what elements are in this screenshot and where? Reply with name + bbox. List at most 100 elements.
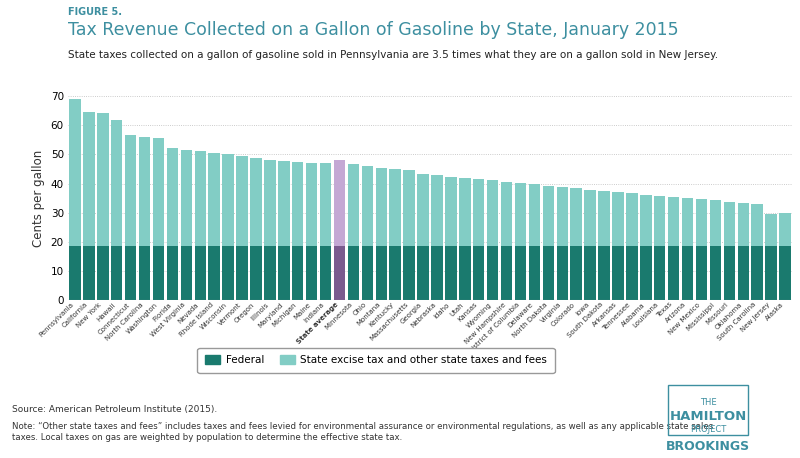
Bar <box>209 246 220 300</box>
Bar <box>125 136 136 246</box>
Bar <box>654 246 666 300</box>
Bar <box>83 246 94 300</box>
Bar <box>209 153 220 246</box>
Bar <box>390 246 401 300</box>
Bar <box>598 191 610 246</box>
Bar <box>682 198 694 246</box>
Bar <box>445 246 457 300</box>
Bar <box>542 185 554 246</box>
Bar <box>431 175 442 246</box>
Bar <box>348 246 359 300</box>
Bar <box>557 187 568 246</box>
Bar <box>292 162 303 246</box>
Bar <box>70 246 81 300</box>
Bar <box>70 99 81 246</box>
Bar <box>320 246 331 300</box>
Bar <box>181 150 192 246</box>
Bar <box>403 246 415 300</box>
Bar <box>501 182 512 246</box>
Bar <box>153 137 164 246</box>
Bar <box>751 204 763 246</box>
Bar <box>612 246 624 300</box>
Text: Note: “Other state taxes and fees” includes taxes and fees levied for environmen: Note: “Other state taxes and fees” inclu… <box>12 422 714 442</box>
Bar <box>585 190 596 246</box>
Bar <box>334 246 346 300</box>
Bar <box>626 246 638 300</box>
Bar <box>612 192 624 246</box>
Bar <box>668 246 679 300</box>
Bar <box>222 154 234 246</box>
Bar <box>194 246 206 300</box>
Bar <box>306 246 318 300</box>
Bar <box>570 188 582 246</box>
Bar <box>403 169 415 246</box>
Bar <box>111 246 122 300</box>
Bar <box>264 246 275 300</box>
Y-axis label: Cents per gallon: Cents per gallon <box>32 149 45 247</box>
Bar <box>292 246 303 300</box>
Bar <box>194 151 206 246</box>
Bar <box>375 246 387 300</box>
Bar <box>598 246 610 300</box>
Bar <box>459 178 470 246</box>
Bar <box>348 164 359 246</box>
Bar <box>83 112 94 246</box>
Bar <box>473 179 485 246</box>
Bar <box>236 246 248 300</box>
Bar <box>320 164 331 246</box>
Bar <box>418 174 429 246</box>
Bar <box>766 246 777 300</box>
Bar <box>668 196 679 246</box>
Bar <box>445 177 457 246</box>
Bar <box>250 246 262 300</box>
Bar <box>181 246 192 300</box>
Bar <box>654 196 666 246</box>
Bar <box>487 180 498 246</box>
Bar <box>459 246 470 300</box>
Bar <box>585 246 596 300</box>
Bar <box>278 246 290 300</box>
Bar <box>97 246 109 300</box>
Bar <box>97 114 109 246</box>
Bar <box>696 246 707 300</box>
Bar <box>139 246 150 300</box>
Bar <box>153 246 164 300</box>
Bar <box>626 193 638 246</box>
Bar <box>111 120 122 246</box>
Bar <box>724 202 735 246</box>
Bar <box>375 168 387 246</box>
Text: PROJECT: PROJECT <box>690 425 726 434</box>
Bar <box>640 246 651 300</box>
Text: HAMILTON: HAMILTON <box>670 410 746 423</box>
Bar <box>166 148 178 246</box>
Text: BROOKINGS: BROOKINGS <box>666 440 750 453</box>
Bar <box>278 160 290 246</box>
Bar <box>682 246 694 300</box>
Bar <box>766 214 777 246</box>
Legend: Federal, State excise tax and other state taxes and fees: Federal, State excise tax and other stat… <box>198 348 554 373</box>
Bar <box>557 246 568 300</box>
Bar <box>306 163 318 246</box>
Bar <box>264 160 275 246</box>
Bar <box>236 157 248 246</box>
Bar <box>390 169 401 246</box>
Bar <box>139 137 150 246</box>
Bar <box>431 246 442 300</box>
Bar <box>487 246 498 300</box>
Bar <box>724 246 735 300</box>
Bar <box>418 246 429 300</box>
Bar <box>738 203 749 246</box>
Bar <box>542 246 554 300</box>
Bar <box>473 246 485 300</box>
Bar <box>710 201 721 246</box>
Text: State taxes collected on a gallon of gasoline sold in Pennsylvania are 3.5 times: State taxes collected on a gallon of gas… <box>68 50 718 60</box>
Bar <box>570 246 582 300</box>
Bar <box>529 184 540 246</box>
Bar <box>222 246 234 300</box>
Bar <box>334 160 346 246</box>
Bar <box>166 246 178 300</box>
Bar <box>779 213 790 246</box>
Bar <box>710 246 721 300</box>
Bar <box>640 195 651 246</box>
Text: Tax Revenue Collected on a Gallon of Gasoline by State, January 2015: Tax Revenue Collected on a Gallon of Gas… <box>68 21 678 38</box>
